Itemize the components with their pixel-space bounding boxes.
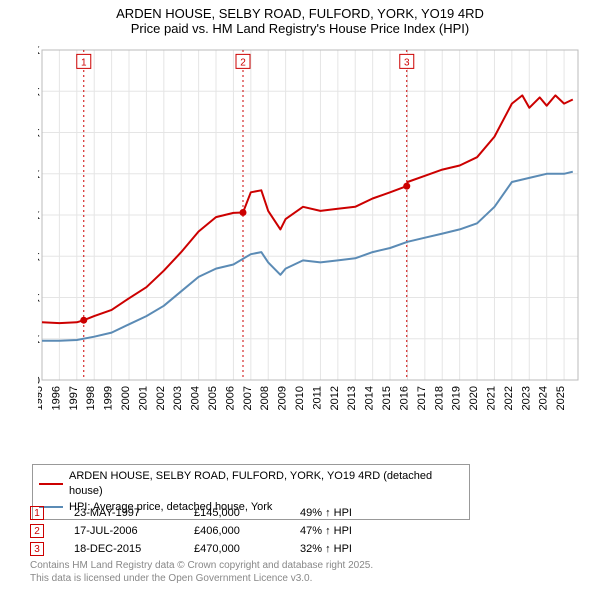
svg-text:2: 2 (240, 57, 246, 68)
svg-text:1997: 1997 (68, 386, 80, 410)
event-row-1: 2 17-JUL-2006 £406,000 47% ↑ HPI (30, 522, 410, 540)
event-date-2: 18-DEC-2015 (74, 543, 194, 555)
footnote-line-2: This data is licensed under the Open Gov… (30, 573, 373, 586)
svg-text:1995: 1995 (38, 386, 45, 410)
svg-text:2004: 2004 (190, 386, 202, 410)
event-marker-0: 1 (30, 506, 44, 520)
svg-text:2002: 2002 (155, 386, 167, 410)
event-date-1: 17-JUL-2006 (74, 525, 194, 537)
line-chart: £0 £100K £200K £300K £400K £500K £600K £700K £80… (38, 46, 586, 426)
svg-text:2003: 2003 (172, 386, 184, 410)
event-price-1: £406,000 (194, 525, 300, 537)
events-table: 1 23-MAY-1997 £145,000 49% ↑ HPI 2 17-JU… (30, 504, 410, 558)
legend-swatch-0 (39, 483, 63, 485)
svg-text:£800K: £800K (38, 46, 41, 57)
svg-text:2017: 2017 (416, 386, 428, 410)
svg-text:2022: 2022 (503, 386, 515, 410)
svg-text:2015: 2015 (381, 386, 393, 410)
svg-text:2019: 2019 (451, 386, 463, 410)
svg-text:£500K: £500K (38, 169, 41, 181)
svg-text:2016: 2016 (398, 386, 410, 410)
svg-text:£700K: £700K (38, 86, 41, 98)
event-marker-2: 3 (30, 542, 44, 556)
svg-text:1996: 1996 (50, 386, 62, 410)
svg-text:2025: 2025 (555, 386, 567, 410)
svg-text:2007: 2007 (242, 386, 254, 410)
event-delta-2: 32% ↑ HPI (300, 543, 410, 555)
svg-text:£200K: £200K (38, 293, 41, 305)
svg-text:2010: 2010 (294, 386, 306, 410)
svg-text:2006: 2006 (224, 386, 236, 410)
event-delta-1: 47% ↑ HPI (300, 525, 410, 537)
svg-text:2005: 2005 (207, 386, 219, 410)
svg-text:2023: 2023 (520, 386, 532, 410)
svg-text:2011: 2011 (311, 386, 323, 410)
svg-text:£300K: £300K (38, 251, 41, 263)
event-delta-0: 49% ↑ HPI (300, 507, 410, 519)
svg-text:2021: 2021 (485, 386, 497, 410)
event-marker-1: 2 (30, 524, 44, 538)
legend-label-0: ARDEN HOUSE, SELBY ROAD, FULFORD, YORK, … (69, 469, 463, 500)
svg-text:2018: 2018 (433, 386, 445, 410)
svg-text:1999: 1999 (103, 386, 115, 410)
chart-container: ARDEN HOUSE, SELBY ROAD, FULFORD, YORK, … (0, 0, 600, 590)
svg-text:2014: 2014 (364, 386, 376, 410)
svg-text:£400K: £400K (38, 210, 41, 222)
svg-text:2024: 2024 (538, 386, 550, 410)
svg-text:3: 3 (404, 57, 410, 68)
title-block: ARDEN HOUSE, SELBY ROAD, FULFORD, YORK, … (0, 0, 600, 36)
title-line-2: Price paid vs. HM Land Registry's House … (0, 21, 600, 36)
svg-text:1998: 1998 (85, 386, 97, 410)
event-date-0: 23-MAY-1997 (74, 507, 194, 519)
svg-text:2009: 2009 (277, 386, 289, 410)
svg-text:2001: 2001 (137, 386, 149, 410)
footnote-line-1: Contains HM Land Registry data © Crown c… (30, 560, 373, 573)
svg-text:2012: 2012 (329, 386, 341, 410)
svg-text:1: 1 (81, 57, 87, 68)
event-row-2: 3 18-DEC-2015 £470,000 32% ↑ HPI (30, 540, 410, 558)
event-price-0: £145,000 (194, 507, 300, 519)
event-row-0: 1 23-MAY-1997 £145,000 49% ↑ HPI (30, 504, 410, 522)
title-line-1: ARDEN HOUSE, SELBY ROAD, FULFORD, YORK, … (0, 6, 600, 21)
event-price-2: £470,000 (194, 543, 300, 555)
svg-text:2020: 2020 (468, 386, 480, 410)
legend-item-0: ARDEN HOUSE, SELBY ROAD, FULFORD, YORK, … (39, 469, 463, 500)
svg-text:£0: £0 (38, 375, 40, 387)
svg-text:2013: 2013 (346, 386, 358, 410)
svg-text:£100K: £100K (38, 334, 41, 346)
svg-text:2008: 2008 (259, 386, 271, 410)
svg-text:£600K: £600K (38, 128, 41, 140)
footnote: Contains HM Land Registry data © Crown c… (30, 560, 373, 585)
svg-text:2000: 2000 (120, 386, 132, 410)
